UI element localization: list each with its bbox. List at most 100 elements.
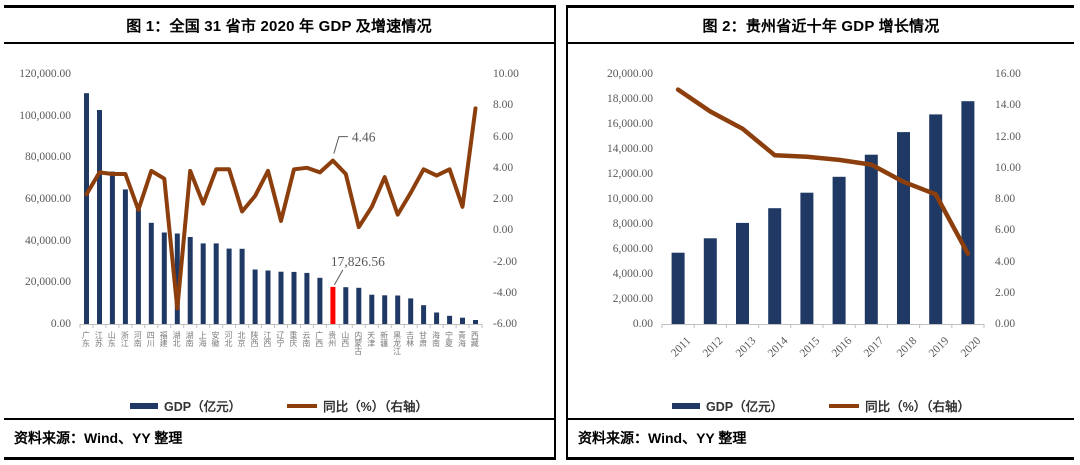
x-axis-category-label: 吉林: [405, 331, 415, 347]
x-axis-category-label: 重庆: [288, 331, 298, 347]
x-axis-category-label: 黑龙江: [392, 331, 402, 355]
y-axis-right-tick-label: 16.00: [995, 68, 1021, 80]
x-axis-category-label: 海南: [431, 331, 441, 347]
x-axis-category-label: 河北: [224, 331, 234, 347]
y-axis-right-tick-label: 4.00: [493, 161, 514, 174]
x-axis-category-label: 内蒙古: [353, 331, 363, 355]
gdp-bar: [832, 176, 846, 324]
y-axis-right-tick-label: 10.00: [493, 68, 519, 80]
gdp-bar: [473, 320, 478, 324]
x-axis-category-label: 浙江: [120, 331, 130, 347]
legend-label-gdp: GDP（亿元）: [706, 400, 784, 414]
y-axis-left-tick-label: 60,000.00: [25, 193, 71, 205]
gdp-bar: [122, 189, 128, 324]
gdp-bar: [252, 269, 258, 324]
y-axis-right-tick-label: 0.00: [493, 224, 514, 237]
gdp-bar: [736, 222, 749, 324]
gdp-bar: [864, 154, 878, 324]
gdp-bar: [330, 286, 336, 324]
y-axis-right-tick-label: 4.00: [995, 255, 1016, 268]
gdp-bar: [343, 287, 349, 324]
gdp-bar: [703, 238, 717, 324]
growth-line: [675, 87, 971, 256]
figure1-source: 资料来源：Wind、YY 整理: [4, 418, 554, 457]
y-axis-right-tick-label: 14.00: [995, 99, 1021, 112]
y-axis-left-tick-label: 80,000.00: [25, 151, 71, 164]
x-axis-category-label: 陕西: [249, 331, 259, 347]
gdp-bar: [265, 270, 271, 324]
y-axis-right-tick-label: 0.00: [995, 318, 1016, 330]
legend-item-growth: 同比（%）（右轴）: [287, 396, 428, 415]
plot-area: [661, 87, 985, 328]
gdp-bar: [278, 271, 284, 324]
figure2-panel: 图 2：贵州省近十年 GDP 增长情况 20,000.00 18,000.00 16…: [566, 5, 1074, 460]
legend-label-growth: 同比（%）（右轴）: [865, 400, 970, 414]
x-axis-category-label: 广西: [314, 331, 324, 347]
gdp-bar: [897, 132, 910, 324]
y-axis-right-tick-label: -4.00: [493, 286, 517, 299]
gdp-bar: [97, 110, 102, 324]
gdp-bar: [84, 93, 89, 324]
x-axis-category-label: 河南: [133, 331, 143, 347]
y-axis-left-tick-label: 10,000.00: [607, 193, 653, 205]
gdp-bar: [291, 271, 297, 324]
x-axis-category-label: 新疆: [379, 331, 389, 347]
y-axis-left-tick-label: 20,000.00: [607, 68, 653, 80]
guizhou-gdp-trend-chart: 20,000.00 18,000.00 16,000.00 14,000.00 12,0…: [568, 44, 1074, 382]
x-axis-category-label: 湖南: [185, 331, 195, 347]
source-label: 资料来源：: [14, 430, 84, 446]
gdp-bar: [800, 192, 814, 324]
y-axis-left-tick-label: 100,000.00: [19, 109, 71, 122]
figure1-legend: GDP（亿元） 同比（%）（右轴）: [4, 396, 554, 415]
legend-item-gdp: GDP（亿元）: [672, 396, 783, 415]
legend-label-growth: 同比（%）（右轴）: [323, 400, 428, 414]
x-axis-category-label: 天津: [366, 331, 376, 347]
figure2-legend: GDP（亿元） 同比（%）（右轴）: [568, 396, 1074, 415]
gdp-bar: [226, 248, 232, 324]
y-axis-right-tick-label: 10.00: [995, 161, 1021, 174]
gdp-bar: [109, 171, 115, 324]
line-swatch-icon: [287, 403, 318, 408]
y-axis-right-tick-label: 2.00: [493, 193, 514, 205]
plot-area: 4.46 17,826.56: [79, 93, 483, 328]
y-axis-left-tick-label: 2,000.00: [612, 293, 653, 305]
gdp-bar: [369, 294, 375, 324]
x-axis-category-label: 湖北: [172, 331, 182, 347]
x-axis-category-label: 宁夏: [444, 331, 454, 347]
gdp-bar: [174, 233, 180, 324]
bar-swatch-icon: [130, 402, 159, 409]
x-axis-category-label: 四川: [146, 331, 156, 347]
x-axis-category-label: 福建: [159, 331, 169, 347]
gdp-bar: [434, 312, 440, 324]
y-axis-left-tick-label: 8,000.00: [612, 218, 653, 230]
gdp-bar: [671, 252, 685, 324]
x-axis-category-label: 青海: [457, 331, 467, 347]
source-value: Wind、YY 整理: [84, 430, 183, 446]
growth-line: [84, 106, 478, 311]
y-axis-right-tick-label: 6.00: [995, 224, 1016, 237]
y-axis-left-tick-label: 40,000.00: [25, 234, 71, 247]
gdp-bar: [187, 237, 193, 324]
gdp-bar: [148, 222, 154, 324]
y-axis-left-tick-label: 20,000.00: [25, 276, 71, 289]
figure1-title: 图 1：全国 31 省市 2020 年 GDP 及增速情况: [4, 8, 554, 44]
gdp-bar: [356, 287, 362, 324]
gdp-bar: [135, 209, 141, 324]
x-axis-category-label: 辽宁: [275, 331, 285, 347]
y-axis-left-tick-label: 16,000.00: [607, 118, 653, 130]
x-axis-category-label: 甘肃: [418, 331, 428, 347]
y-axis-right-tick-label: 2.00: [995, 286, 1016, 299]
x-axis-category-label: 云南: [301, 331, 311, 347]
annotation-connector: [333, 269, 344, 286]
y-axis-left-tick-label: 14,000.00: [607, 143, 653, 155]
bar-swatch-icon: [672, 402, 701, 409]
gdp-bar: [395, 295, 401, 324]
source-label: 资料来源：: [578, 430, 648, 446]
y-axis-left-tick-label: 12,000.00: [607, 168, 653, 180]
gdp-bar: [317, 277, 323, 324]
x-axis-category-label: 山西: [340, 331, 350, 347]
x-axis-category-label: 山东: [107, 331, 117, 347]
gdp-bar: [161, 232, 167, 324]
y-axis-right-tick-label: 6.00: [493, 130, 514, 143]
gdp-bar: [447, 315, 453, 324]
